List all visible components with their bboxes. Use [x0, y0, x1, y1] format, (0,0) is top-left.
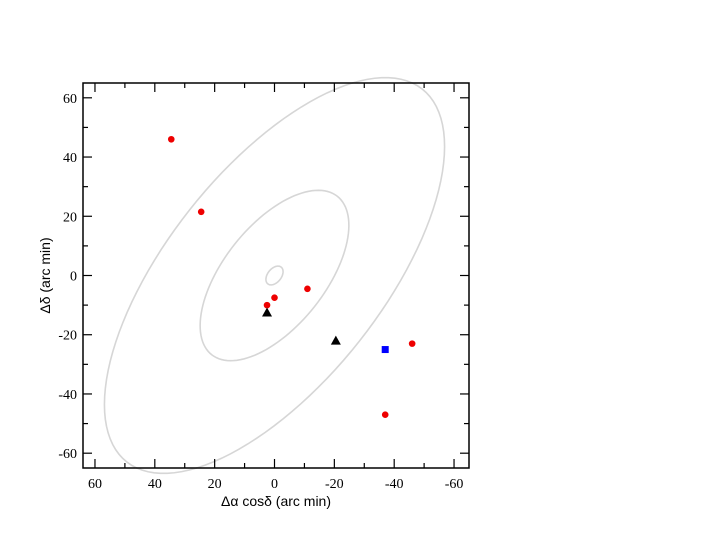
contour-ellipse-3 [103, 76, 446, 475]
contour-ellipse-2 [199, 189, 350, 362]
y-tick-label: 60 [63, 92, 77, 107]
data-points [167, 135, 416, 418]
y-tick-label: 20 [63, 210, 77, 225]
x-tick-label: -40 [385, 477, 404, 492]
x-tick-label: -60 [445, 477, 464, 492]
y-tick-label: 40 [63, 151, 77, 166]
y-tick-label: -40 [58, 388, 77, 403]
x-axis-label: Δα cosδ (arc min) [221, 493, 331, 509]
x-tick-label: -20 [325, 477, 344, 492]
plot-frame [82, 82, 470, 469]
blue-square-point [381, 346, 389, 354]
red-circle-point [381, 411, 389, 418]
x-tick-label: 60 [88, 477, 102, 492]
contour-ellipse-1 [265, 265, 284, 286]
y-tick-label: 0 [70, 270, 77, 285]
axis-ticks [83, 83, 469, 468]
x-tick-label: 0 [271, 477, 278, 492]
red-circle-point [304, 285, 311, 293]
black-triangle-point [262, 307, 273, 317]
y-tick-label: -60 [58, 447, 77, 462]
red-circle-point [408, 340, 416, 347]
x-tick-label: 40 [148, 477, 162, 492]
red-circle-point [271, 294, 278, 302]
y-axis-label: Δδ (arc min) [37, 237, 53, 313]
y-tick-label: -20 [58, 329, 77, 344]
red-circle-point [263, 301, 271, 309]
x-tick-label: 20 [208, 477, 222, 492]
x-tick-labels: 60 40 20 0 -20 -40 -60 [88, 477, 463, 492]
red-circle-point [167, 135, 175, 143]
black-triangle-point [330, 335, 341, 345]
y-tick-labels: 60 40 20 0 -20 -40 -60 [58, 92, 77, 462]
contour-ellipses [103, 76, 446, 475]
red-circle-point [197, 208, 205, 216]
